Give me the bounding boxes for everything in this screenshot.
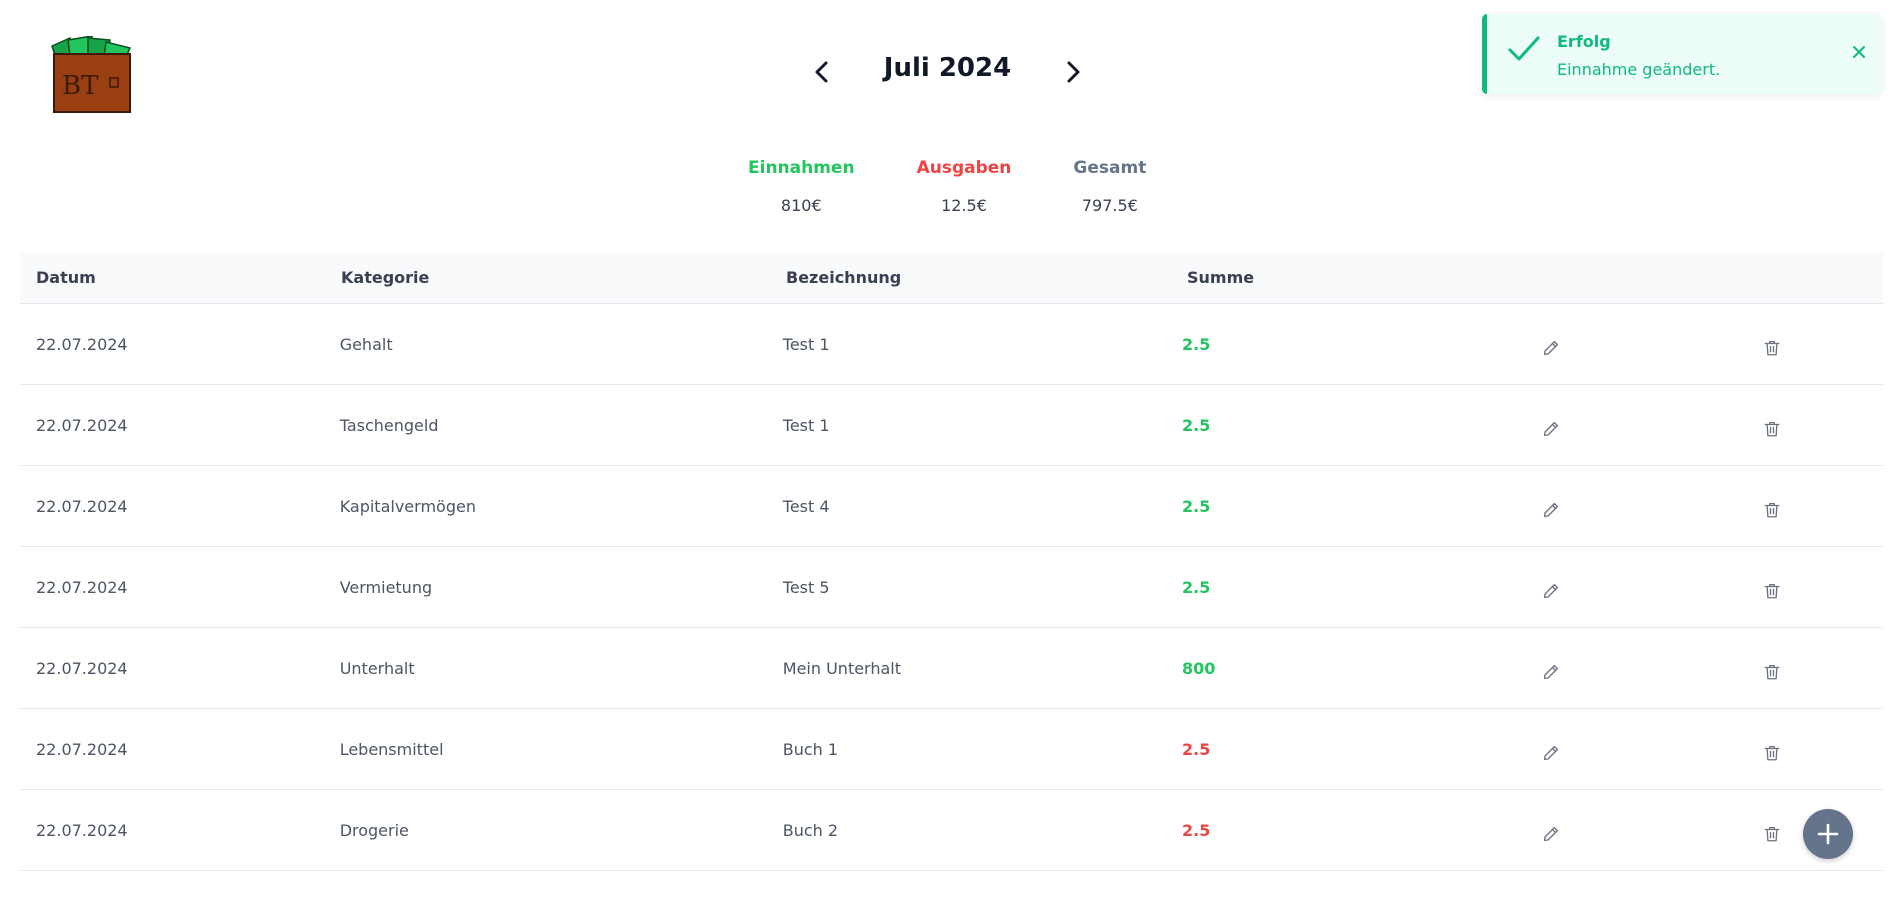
pencil-icon bbox=[1544, 583, 1559, 599]
delete-button[interactable] bbox=[1759, 821, 1785, 847]
close-icon bbox=[1853, 46, 1865, 58]
row-category: Gehalt bbox=[339, 334, 393, 354]
pencil-icon bbox=[1544, 340, 1559, 356]
row-sum: 2.5 bbox=[1182, 577, 1211, 597]
delete-button[interactable] bbox=[1759, 335, 1785, 361]
pencil-icon bbox=[1544, 826, 1559, 842]
row-category: Taschengeld bbox=[339, 415, 439, 435]
row-description: Buch 2 bbox=[782, 820, 839, 840]
income-summary: Einnahmen 810€ bbox=[748, 158, 855, 215]
delete-button[interactable] bbox=[1759, 578, 1785, 604]
previous-month-button[interactable] bbox=[802, 52, 842, 92]
row-date: 22.07.2024 bbox=[36, 739, 128, 759]
edit-button[interactable] bbox=[1538, 578, 1564, 604]
total-value: 797.5€ bbox=[1081, 196, 1138, 215]
row-sum: 2.5 bbox=[1182, 820, 1211, 840]
row-category: Kapitalvermögen bbox=[339, 496, 476, 516]
delete-button[interactable] bbox=[1759, 416, 1785, 442]
month-navigation: Juli 2024 bbox=[0, 52, 1895, 92]
toast-close-button[interactable] bbox=[1845, 38, 1873, 66]
trash-icon bbox=[1765, 745, 1780, 761]
row-description: Buch 1 bbox=[782, 739, 839, 759]
column-header-sum: Summe bbox=[1187, 268, 1255, 287]
checkmark-icon bbox=[1508, 36, 1540, 61]
row-sum: 2.5 bbox=[1182, 496, 1211, 516]
edit-button[interactable] bbox=[1538, 740, 1564, 766]
row-category: Vermietung bbox=[339, 577, 433, 597]
row-description: Test 4 bbox=[782, 496, 830, 516]
column-header-date: Datum bbox=[36, 268, 96, 287]
table-row: 22.07.2024 Kapitalvermögen Test 4 2.5 bbox=[20, 466, 1883, 547]
trash-icon bbox=[1765, 502, 1780, 518]
row-date: 22.07.2024 bbox=[36, 334, 128, 354]
delete-button[interactable] bbox=[1759, 659, 1785, 685]
edit-button[interactable] bbox=[1538, 821, 1564, 847]
edit-button[interactable] bbox=[1538, 497, 1564, 523]
toast-message: Einnahme geändert. bbox=[1557, 60, 1721, 79]
pencil-icon bbox=[1544, 745, 1559, 761]
month-title: Juli 2024 bbox=[883, 53, 1012, 83]
table-body: 22.07.2024 Gehalt Test 1 2.5 bbox=[20, 304, 1883, 871]
trash-icon bbox=[1765, 340, 1780, 356]
edit-button[interactable] bbox=[1538, 416, 1564, 442]
row-sum: 2.5 bbox=[1182, 739, 1211, 759]
column-header-description: Bezeichnung bbox=[786, 268, 902, 287]
chevron-left-icon bbox=[815, 61, 828, 83]
edit-button[interactable] bbox=[1538, 659, 1564, 685]
expense-value: 12.5€ bbox=[941, 196, 987, 215]
table-row: 22.07.2024 Taschengeld Test 1 2.5 bbox=[20, 385, 1883, 466]
summary-panel: Einnahmen 810€ Ausgaben 12.5€ Gesamt 797… bbox=[748, 158, 1146, 215]
edit-button[interactable] bbox=[1538, 335, 1564, 361]
row-date: 22.07.2024 bbox=[36, 658, 128, 678]
income-value: 810€ bbox=[780, 196, 822, 215]
row-sum: 2.5 bbox=[1182, 415, 1211, 435]
table-row: 22.07.2024 Drogerie Buch 2 2.5 bbox=[20, 790, 1883, 871]
table-row: 22.07.2024 Vermietung Test 5 2.5 bbox=[20, 547, 1883, 628]
svg-text:BT: BT bbox=[62, 71, 99, 101]
row-sum: 2.5 bbox=[1182, 334, 1211, 354]
plus-icon bbox=[1817, 823, 1839, 845]
column-header-category: Kategorie bbox=[341, 268, 430, 287]
pencil-icon bbox=[1544, 664, 1559, 680]
trash-icon bbox=[1765, 826, 1780, 842]
row-description: Test 1 bbox=[782, 334, 830, 354]
table-row: 22.07.2024 Lebensmittel Buch 1 2.5 bbox=[20, 709, 1883, 790]
delete-button[interactable] bbox=[1759, 497, 1785, 523]
add-entry-button[interactable] bbox=[1803, 809, 1853, 859]
trash-icon bbox=[1765, 664, 1780, 680]
row-date: 22.07.2024 bbox=[36, 577, 128, 597]
income-label: Einnahmen bbox=[748, 158, 855, 178]
expense-summary: Ausgaben 12.5€ bbox=[917, 158, 1012, 215]
table-row: 22.07.2024 Unterhalt Mein Unterhalt 800 bbox=[20, 628, 1883, 709]
table-header: Datum Kategorie Bezeichnung Summe bbox=[20, 252, 1883, 304]
total-summary: Gesamt 797.5€ bbox=[1073, 158, 1146, 215]
trash-icon bbox=[1765, 583, 1780, 599]
row-date: 22.07.2024 bbox=[36, 820, 128, 840]
expense-label: Ausgaben bbox=[916, 158, 1012, 178]
success-toast: Erfolg Einnahme geändert. bbox=[1482, 14, 1882, 94]
row-sum: 800 bbox=[1182, 658, 1216, 678]
pencil-icon bbox=[1544, 421, 1559, 437]
row-category: Unterhalt bbox=[339, 658, 415, 678]
row-description: Mein Unterhalt bbox=[782, 658, 902, 678]
total-label: Gesamt bbox=[1073, 158, 1147, 178]
row-category: Drogerie bbox=[339, 820, 409, 840]
row-date: 22.07.2024 bbox=[36, 415, 128, 435]
trash-icon bbox=[1765, 421, 1780, 437]
delete-button[interactable] bbox=[1759, 740, 1785, 766]
pencil-icon bbox=[1544, 502, 1559, 518]
next-month-button[interactable] bbox=[1053, 52, 1093, 92]
row-description: Test 1 bbox=[782, 415, 830, 435]
toast-title: Erfolg bbox=[1557, 32, 1611, 51]
row-date: 22.07.2024 bbox=[36, 496, 128, 516]
chevron-right-icon bbox=[1067, 61, 1080, 83]
table-row: 22.07.2024 Gehalt Test 1 2.5 bbox=[20, 304, 1883, 385]
transactions-table: Datum Kategorie Bezeichnung Summe 22.07.… bbox=[20, 252, 1883, 871]
wallet-logo: BT bbox=[48, 35, 134, 114]
row-description: Test 5 bbox=[782, 577, 830, 597]
row-category: Lebensmittel bbox=[339, 739, 444, 759]
